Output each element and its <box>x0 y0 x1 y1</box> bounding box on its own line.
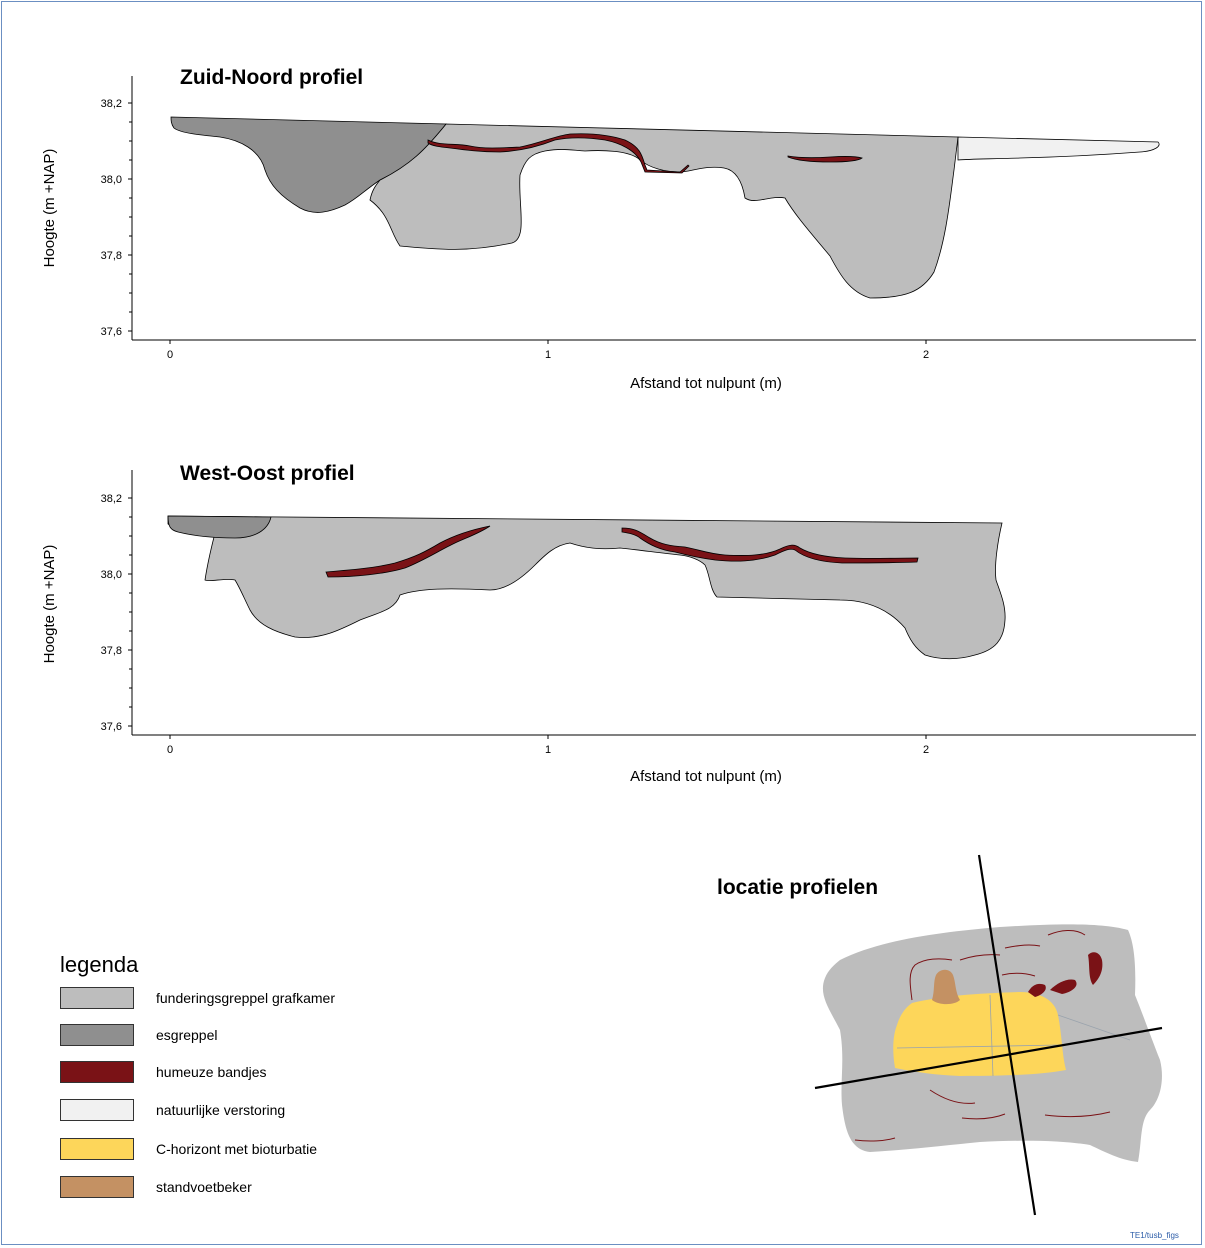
y-tick-label: 38,2 <box>101 493 122 505</box>
legend-label: natuurlijke verstoring <box>156 1102 286 1118</box>
legend-swatch <box>60 1024 134 1046</box>
legend-item-c-horizont: C-horizont met bioturbatie <box>60 1137 317 1161</box>
legend-item-esgreppel: esgreppel <box>60 1023 218 1047</box>
map-humeuze-bandjes <box>854 930 1111 1142</box>
x-tick-label: 0 <box>167 744 173 756</box>
legend-swatch <box>60 1176 134 1198</box>
legend-label: esgreppel <box>156 1027 218 1043</box>
legend-title: legenda <box>60 952 139 977</box>
y-axis-label: Hoogte (m +NAP) <box>41 545 58 664</box>
legend-item-humeuze-bandjes: humeuze bandjes <box>60 1060 267 1084</box>
profile-west-oost: 38,2 38,0 37,8 37,6 0 1 2 Afstand tot nu… <box>41 462 1196 785</box>
x-tick-label: 0 <box>167 349 173 361</box>
y-tick-label: 37,6 <box>101 326 122 338</box>
y-axis-label: Hoogte (m +NAP) <box>41 149 58 268</box>
legend-item-natuurlijke-verstoring: natuurlijke verstoring <box>60 1098 285 1122</box>
funderingsgreppel-area <box>167 515 1006 660</box>
y-ticks <box>128 497 132 727</box>
x-tick-label: 1 <box>545 349 551 361</box>
legend-label: funderingsgreppel grafkamer <box>156 990 335 1006</box>
x-tick-label: 2 <box>923 744 929 756</box>
x-tick-label: 1 <box>545 744 551 756</box>
x-ticks <box>169 735 927 739</box>
x-tick-label: 2 <box>923 349 929 361</box>
profile-title: Zuid-Noord profiel <box>180 66 363 89</box>
legend-label: C-horizont met bioturbatie <box>156 1141 318 1157</box>
y-tick-label: 37,8 <box>101 250 122 262</box>
legend-swatch <box>60 987 134 1009</box>
esgreppel-area <box>167 515 272 539</box>
figure-credit: TE1/tusb_figs <box>1130 1231 1179 1240</box>
esgreppel-area <box>170 116 447 213</box>
map-humeuze-blobs <box>1028 952 1103 997</box>
map-c-horizont-area <box>893 992 1066 1076</box>
x-axis-label: Afstand tot nulpunt (m) <box>630 375 782 392</box>
y-tick-label: 38,0 <box>101 569 122 581</box>
humeuze-bandjes <box>325 525 919 578</box>
humeuze-bandjes <box>427 133 863 174</box>
natuurlijke-verstoring-area <box>957 136 1160 161</box>
profile-line-zuid-noord <box>977 854 1037 1216</box>
x-ticks <box>169 340 927 344</box>
y-tick-label: 37,6 <box>101 721 122 733</box>
x-axis-label: Afstand tot nulpunt (m) <box>630 768 782 785</box>
y-ticks <box>128 102 132 332</box>
location-map <box>814 854 1163 1216</box>
y-tick-label: 38,2 <box>101 98 122 110</box>
funderingsgreppel-area <box>369 123 959 299</box>
legend-item-funderingsgreppel: funderingsgreppel grafkamer <box>60 986 335 1010</box>
legend-label: humeuze bandjes <box>156 1064 267 1080</box>
profile-zuid-noord: 38,2 38,0 37,8 37,6 0 1 2 Afstand tot nu… <box>41 66 1196 392</box>
y-tick-label: 37,8 <box>101 645 122 657</box>
legend-label: standvoetbeker <box>156 1179 252 1195</box>
legend-swatch <box>60 1061 134 1083</box>
map-standvoetbeker-area <box>932 969 960 1005</box>
legend-swatch <box>60 1138 134 1160</box>
y-tick-label: 38,0 <box>101 174 122 186</box>
profile-title: West-Oost profiel <box>180 462 355 485</box>
legend-item-standvoetbeker: standvoetbeker <box>60 1175 252 1199</box>
profile-line-west-oost <box>814 1026 1163 1090</box>
legend-swatch <box>60 1099 134 1121</box>
map-title: locatie profielen <box>717 876 879 899</box>
